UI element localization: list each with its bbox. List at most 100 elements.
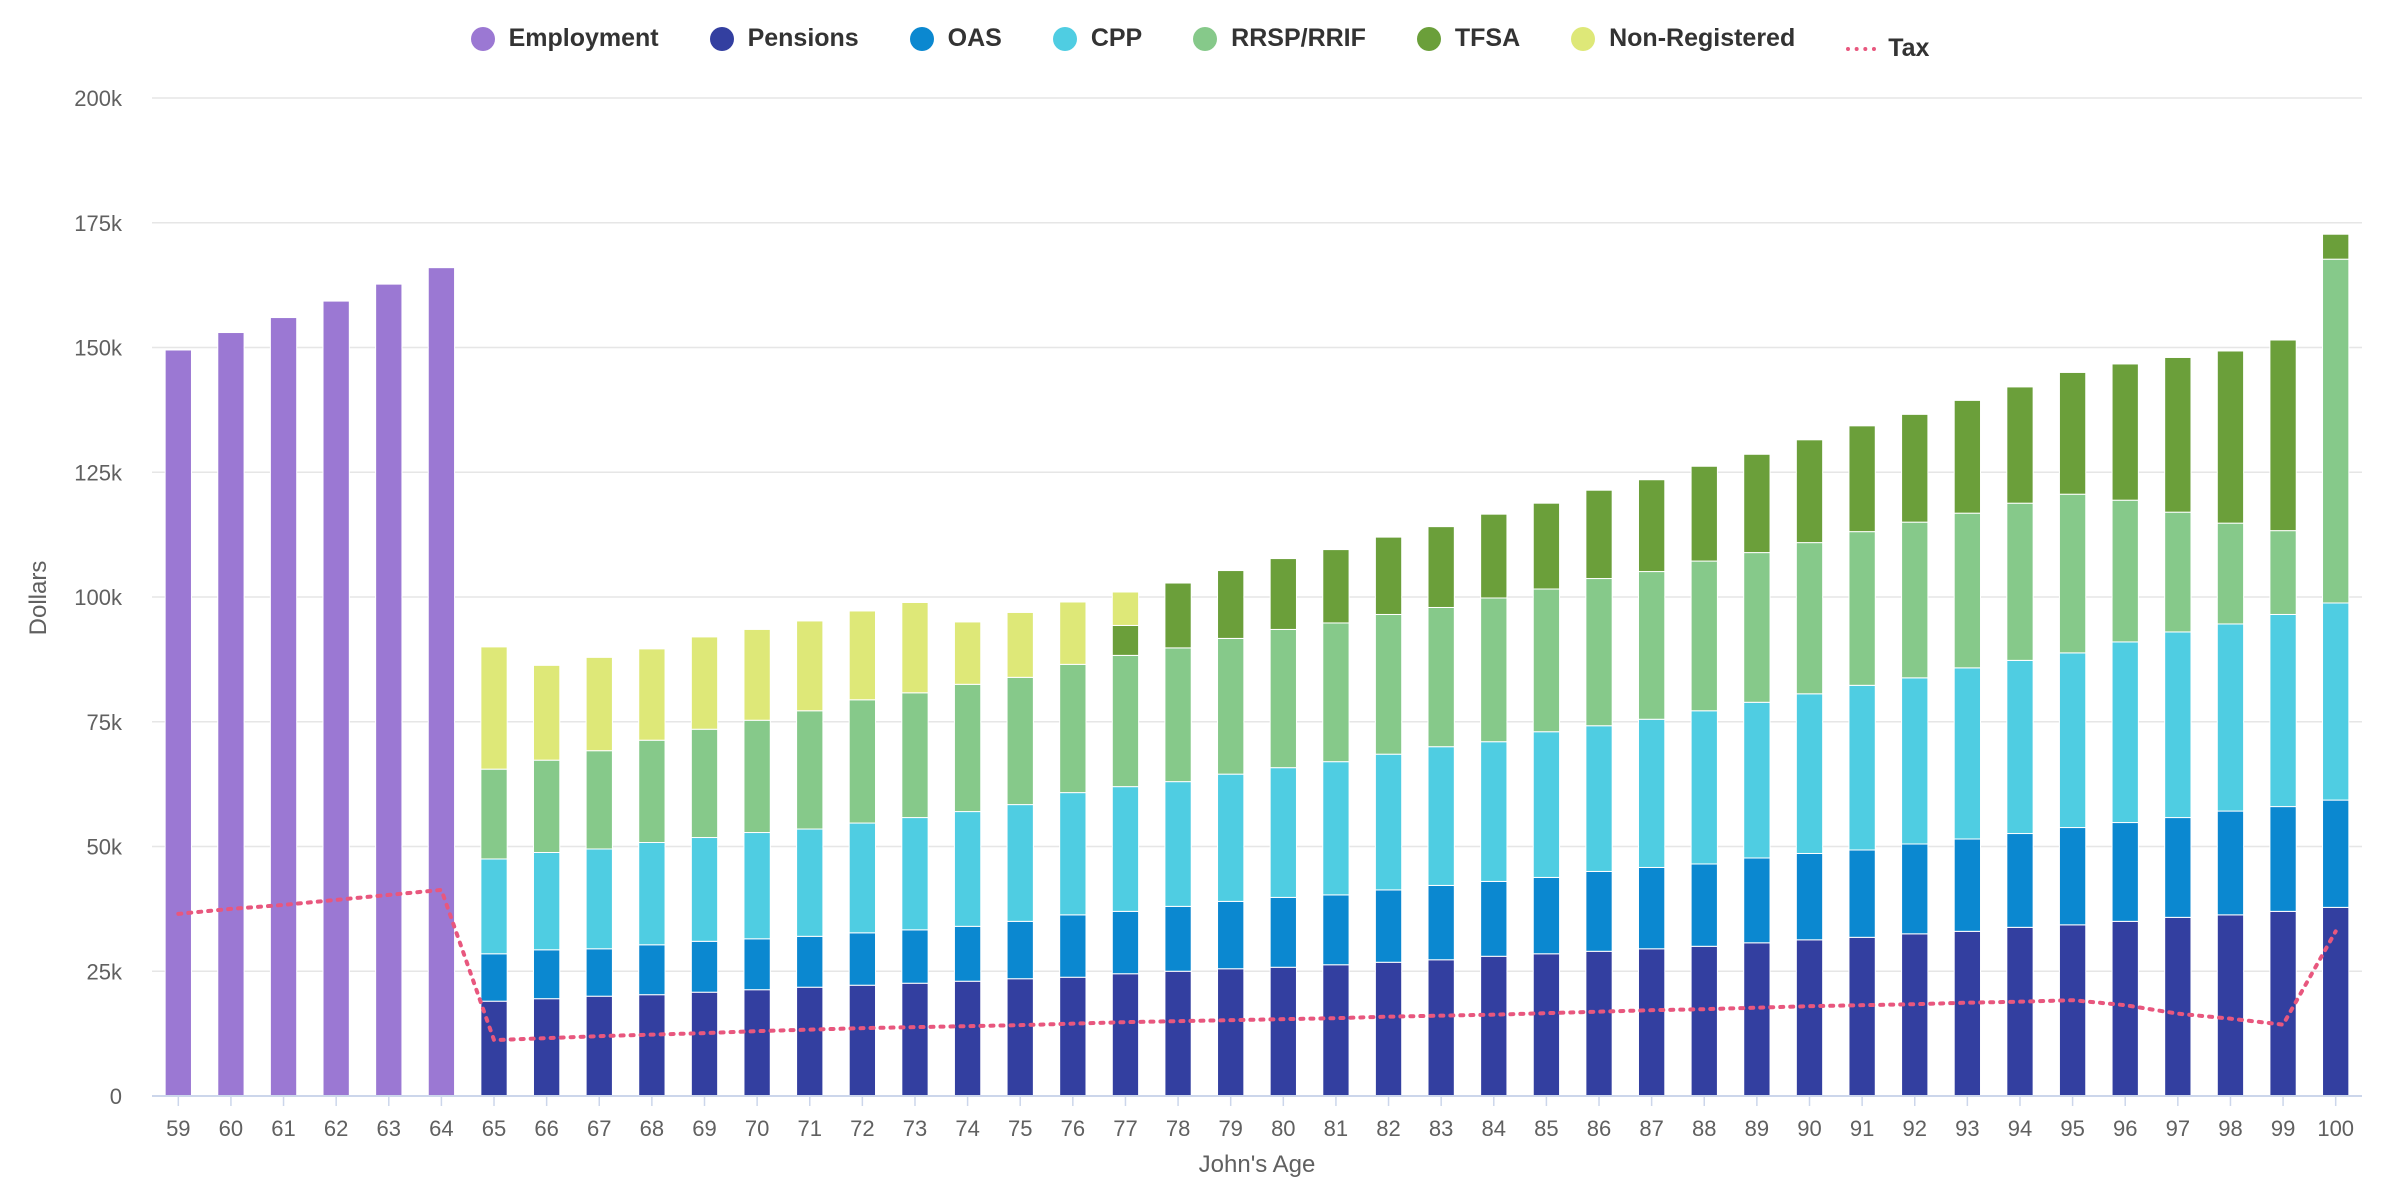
bar-tfsa-88[interactable]	[1690, 465, 1718, 562]
bar-pensions-66[interactable]	[532, 998, 561, 1097]
bar-cpp-91[interactable]	[1848, 684, 1876, 851]
bar-cpp-99[interactable]	[2269, 613, 2297, 808]
bar-pensions-91[interactable]	[1848, 936, 1876, 1097]
bar-tfsa-80[interactable]	[1269, 558, 1297, 630]
bar-pensions-81[interactable]	[1322, 964, 1350, 1097]
bar-tfsa-82[interactable]	[1374, 536, 1403, 615]
bar-pensions-87[interactable]	[1637, 948, 1666, 1097]
bar-cpp-95[interactable]	[2058, 652, 2087, 829]
bar-rrsp-rrif-86[interactable]	[1585, 578, 1613, 727]
bar-oas-95[interactable]	[2058, 827, 2087, 926]
bar-oas-96[interactable]	[2111, 822, 2139, 922]
bar-cpp-86[interactable]	[1585, 725, 1613, 872]
bar-tfsa-91[interactable]	[1848, 425, 1876, 533]
bar-pensions-96[interactable]	[2111, 920, 2139, 1097]
bar-pensions-98[interactable]	[2216, 914, 2245, 1097]
bar-oas-86[interactable]	[1585, 870, 1613, 952]
bar-cpp-96[interactable]	[2111, 641, 2139, 824]
bar-rrsp-rrif-98[interactable]	[2216, 522, 2245, 625]
bar-tfsa-85[interactable]	[1532, 502, 1561, 590]
bar-cpp-79[interactable]	[1217, 773, 1245, 902]
bar-cpp-94[interactable]	[2006, 659, 2034, 835]
bar-pensions-77[interactable]	[1111, 973, 1140, 1097]
legend-item-oas[interactable]: OAS	[909, 24, 1002, 53]
bar-cpp-77[interactable]	[1111, 786, 1140, 912]
bar-tfsa-89[interactable]	[1743, 453, 1771, 554]
bar-tfsa-93[interactable]	[1953, 399, 1982, 514]
bar-cpp-98[interactable]	[2216, 623, 2245, 812]
bar-cpp-89[interactable]	[1743, 701, 1771, 859]
bar-rrsp-rrif-87[interactable]	[1637, 571, 1666, 720]
bar-rrsp-rrif-66[interactable]	[532, 759, 561, 853]
bar-rrsp-rrif-78[interactable]	[1164, 647, 1192, 783]
bar-tfsa-95[interactable]	[2058, 371, 2087, 495]
legend-item-tax[interactable]: Tax	[1846, 34, 1929, 63]
bar-non-registered-68[interactable]	[638, 648, 666, 741]
bar-cpp-78[interactable]	[1164, 781, 1192, 907]
bar-rrsp-rrif-74[interactable]	[953, 683, 982, 813]
bar-cpp-65[interactable]	[480, 858, 508, 955]
bar-non-registered-65[interactable]	[480, 646, 508, 770]
legend-item-rrsp-rrif[interactable]: RRSP/RRIF	[1193, 24, 1366, 53]
bar-pensions-93[interactable]	[1953, 930, 1982, 1097]
bar-rrsp-rrif-75[interactable]	[1006, 676, 1034, 806]
bar-rrsp-rrif-85[interactable]	[1532, 588, 1561, 733]
bar-non-registered-67[interactable]	[585, 656, 613, 752]
bar-oas-66[interactable]	[532, 949, 561, 1000]
bar-rrsp-rrif-83[interactable]	[1427, 606, 1455, 748]
bar-rrsp-rrif-82[interactable]	[1374, 613, 1403, 755]
bar-non-registered-71[interactable]	[796, 620, 824, 712]
bar-pensions-67[interactable]	[585, 995, 613, 1097]
bar-pensions-84[interactable]	[1480, 955, 1508, 1097]
bar-tfsa-84[interactable]	[1480, 513, 1508, 599]
bar-oas-94[interactable]	[2006, 833, 2034, 928]
bar-rrsp-rrif-89[interactable]	[1743, 552, 1771, 703]
bar-pensions-65[interactable]	[480, 1000, 508, 1097]
bar-oas-65[interactable]	[480, 953, 508, 1002]
bar-tfsa-78[interactable]	[1164, 582, 1192, 649]
bar-pensions-75[interactable]	[1006, 978, 1034, 1097]
bar-employment-60[interactable]	[217, 332, 245, 1097]
bar-cpp-71[interactable]	[796, 828, 824, 937]
bar-tfsa-100[interactable]	[2322, 233, 2350, 260]
bar-cpp-80[interactable]	[1269, 767, 1297, 898]
bar-oas-69[interactable]	[690, 940, 719, 993]
bar-tfsa-96[interactable]	[2111, 363, 2139, 501]
bar-oas-71[interactable]	[796, 935, 824, 988]
bar-cpp-73[interactable]	[901, 817, 929, 931]
bar-rrsp-rrif-77[interactable]	[1111, 654, 1140, 788]
bar-oas-72[interactable]	[848, 932, 877, 986]
bar-cpp-90[interactable]	[1795, 693, 1824, 854]
bar-non-registered-66[interactable]	[532, 664, 561, 761]
bar-oas-84[interactable]	[1480, 880, 1508, 957]
bar-non-registered-75[interactable]	[1006, 611, 1034, 678]
bar-employment-61[interactable]	[269, 317, 298, 1097]
bar-rrsp-rrif-90[interactable]	[1795, 542, 1824, 695]
bar-tfsa-98[interactable]	[2216, 350, 2245, 524]
bar-non-registered-69[interactable]	[690, 636, 719, 730]
bar-non-registered-76[interactable]	[1059, 601, 1087, 665]
bar-employment-63[interactable]	[375, 283, 403, 1097]
bar-pensions-82[interactable]	[1374, 961, 1403, 1097]
bar-rrsp-rrif-81[interactable]	[1322, 622, 1350, 763]
bar-pensions-70[interactable]	[743, 989, 771, 1097]
bar-pensions-79[interactable]	[1217, 968, 1245, 1097]
bar-pensions-73[interactable]	[901, 982, 929, 1097]
bar-oas-80[interactable]	[1269, 896, 1297, 968]
bar-cpp-66[interactable]	[532, 851, 561, 951]
legend-item-non-registered[interactable]: Non-Registered	[1571, 24, 1795, 53]
bar-pensions-88[interactable]	[1690, 945, 1718, 1097]
bar-pensions-83[interactable]	[1427, 959, 1455, 1097]
bar-oas-87[interactable]	[1637, 866, 1666, 950]
bar-tfsa-92[interactable]	[1901, 413, 1929, 523]
bar-rrsp-rrif-71[interactable]	[796, 710, 824, 830]
bar-oas-81[interactable]	[1322, 894, 1350, 966]
bar-pensions-100[interactable]	[2322, 906, 2350, 1097]
bar-cpp-93[interactable]	[1953, 667, 1982, 840]
bar-rrsp-rrif-96[interactable]	[2111, 499, 2139, 643]
bar-rrsp-rrif-97[interactable]	[2164, 511, 2192, 633]
bar-pensions-74[interactable]	[953, 980, 982, 1097]
bar-cpp-70[interactable]	[743, 832, 771, 940]
bar-tfsa-94[interactable]	[2006, 386, 2034, 504]
bar-pensions-92[interactable]	[1901, 933, 1929, 1097]
